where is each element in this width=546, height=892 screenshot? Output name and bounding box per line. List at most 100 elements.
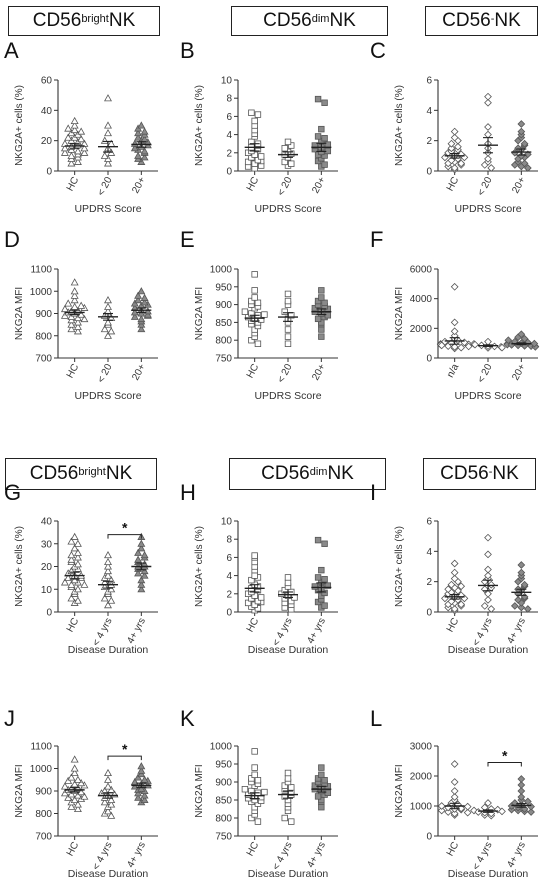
panel-letter: L xyxy=(370,706,382,731)
data-point xyxy=(104,331,112,339)
data-point xyxy=(484,123,492,131)
data-point xyxy=(288,160,295,167)
data-point xyxy=(107,327,116,335)
y-tick-label: 950 xyxy=(215,760,232,771)
data-point xyxy=(67,551,76,559)
data-point xyxy=(450,133,459,142)
data-point xyxy=(281,158,288,166)
data-point xyxy=(321,576,328,583)
data-point xyxy=(104,302,112,310)
data-point xyxy=(251,748,258,755)
y-tick-label: 1100 xyxy=(30,742,52,753)
data-point xyxy=(134,291,143,299)
data-point xyxy=(523,605,532,613)
data-point xyxy=(70,755,79,763)
panel-header: CD56 bright NK xyxy=(8,6,160,36)
data-point xyxy=(257,594,265,601)
y-axis-label: NKG2A MFI xyxy=(194,764,205,817)
data-point xyxy=(107,596,116,604)
data-point xyxy=(454,142,462,151)
data-point xyxy=(520,580,529,589)
y-tick-label: 10 xyxy=(41,585,53,596)
panel-letter: I xyxy=(370,480,376,505)
data-point xyxy=(484,98,492,107)
data-point xyxy=(324,582,332,589)
x-axis-label: Disease Duration xyxy=(248,868,329,880)
y-tick-label: 1000 xyxy=(210,742,233,753)
data-point xyxy=(134,151,143,159)
data-point xyxy=(281,308,288,315)
data-point xyxy=(67,151,76,159)
data-point xyxy=(514,596,522,604)
data-point xyxy=(318,287,325,294)
data-point xyxy=(140,147,149,155)
y-tick-label: 900 xyxy=(215,778,232,789)
data-point xyxy=(517,561,526,569)
data-point xyxy=(137,539,146,547)
data-point xyxy=(70,532,79,540)
data-point xyxy=(73,318,82,326)
header-superscript: dim xyxy=(309,465,328,478)
y-tick-label: 40 xyxy=(41,106,53,117)
data-point xyxy=(517,787,526,795)
significance-label: * xyxy=(502,748,508,764)
data-point xyxy=(60,578,69,586)
y-tick-label: 0 xyxy=(46,167,52,178)
data-point xyxy=(251,572,258,579)
y-tick-label: 0 xyxy=(426,354,432,365)
data-point xyxy=(321,161,328,168)
y-tick-label: 850 xyxy=(215,796,232,807)
y-tick-label: 750 xyxy=(215,354,232,365)
y-axis-label: NKG2A MFI xyxy=(394,764,405,817)
data-point xyxy=(248,109,255,116)
data-point xyxy=(64,776,73,784)
data-point xyxy=(284,340,292,347)
data-point xyxy=(70,125,79,134)
data-point xyxy=(281,586,288,594)
data-point xyxy=(134,296,143,304)
y-tick-label: 60 xyxy=(41,76,53,87)
y-tick-label: 0 xyxy=(226,167,232,178)
y-tick-label: 0 xyxy=(426,832,432,843)
data-point xyxy=(248,814,255,822)
x-tick-label: 20+ xyxy=(510,362,528,382)
data-point xyxy=(450,605,459,613)
data-point xyxy=(318,804,325,811)
data-point xyxy=(464,342,473,351)
data-point xyxy=(77,135,86,143)
data-point xyxy=(517,568,526,577)
data-point xyxy=(257,316,265,323)
data-point xyxy=(134,555,143,563)
x-tick-label: 4+ yrs xyxy=(305,616,328,645)
data-point xyxy=(67,773,76,781)
data-point xyxy=(314,775,322,782)
y-tick-label: 6 xyxy=(426,76,432,87)
data-point xyxy=(450,327,459,336)
data-point xyxy=(318,333,325,340)
data-point xyxy=(143,307,152,315)
panel-header: CD56 bright NK xyxy=(5,458,157,490)
data-point xyxy=(73,596,82,604)
y-tick-label: 4 xyxy=(426,106,432,117)
x-tick-label: < 20 xyxy=(476,175,495,198)
y-tick-label: 800 xyxy=(35,331,52,342)
x-tick-label: HC xyxy=(65,616,81,634)
data-point xyxy=(321,589,328,597)
data-point xyxy=(450,127,459,136)
data-point xyxy=(137,784,146,792)
data-point xyxy=(64,299,73,307)
data-point xyxy=(450,778,459,786)
header-main: CD56 xyxy=(442,10,491,31)
data-point xyxy=(137,576,146,584)
x-tick-label: HC xyxy=(245,840,261,858)
data-point xyxy=(284,769,292,777)
x-axis-label: UPDRS Score xyxy=(74,390,141,402)
data-point xyxy=(254,597,262,605)
data-point xyxy=(248,138,255,146)
data-point xyxy=(523,164,532,172)
data-point xyxy=(437,806,446,815)
data-point xyxy=(314,574,322,581)
